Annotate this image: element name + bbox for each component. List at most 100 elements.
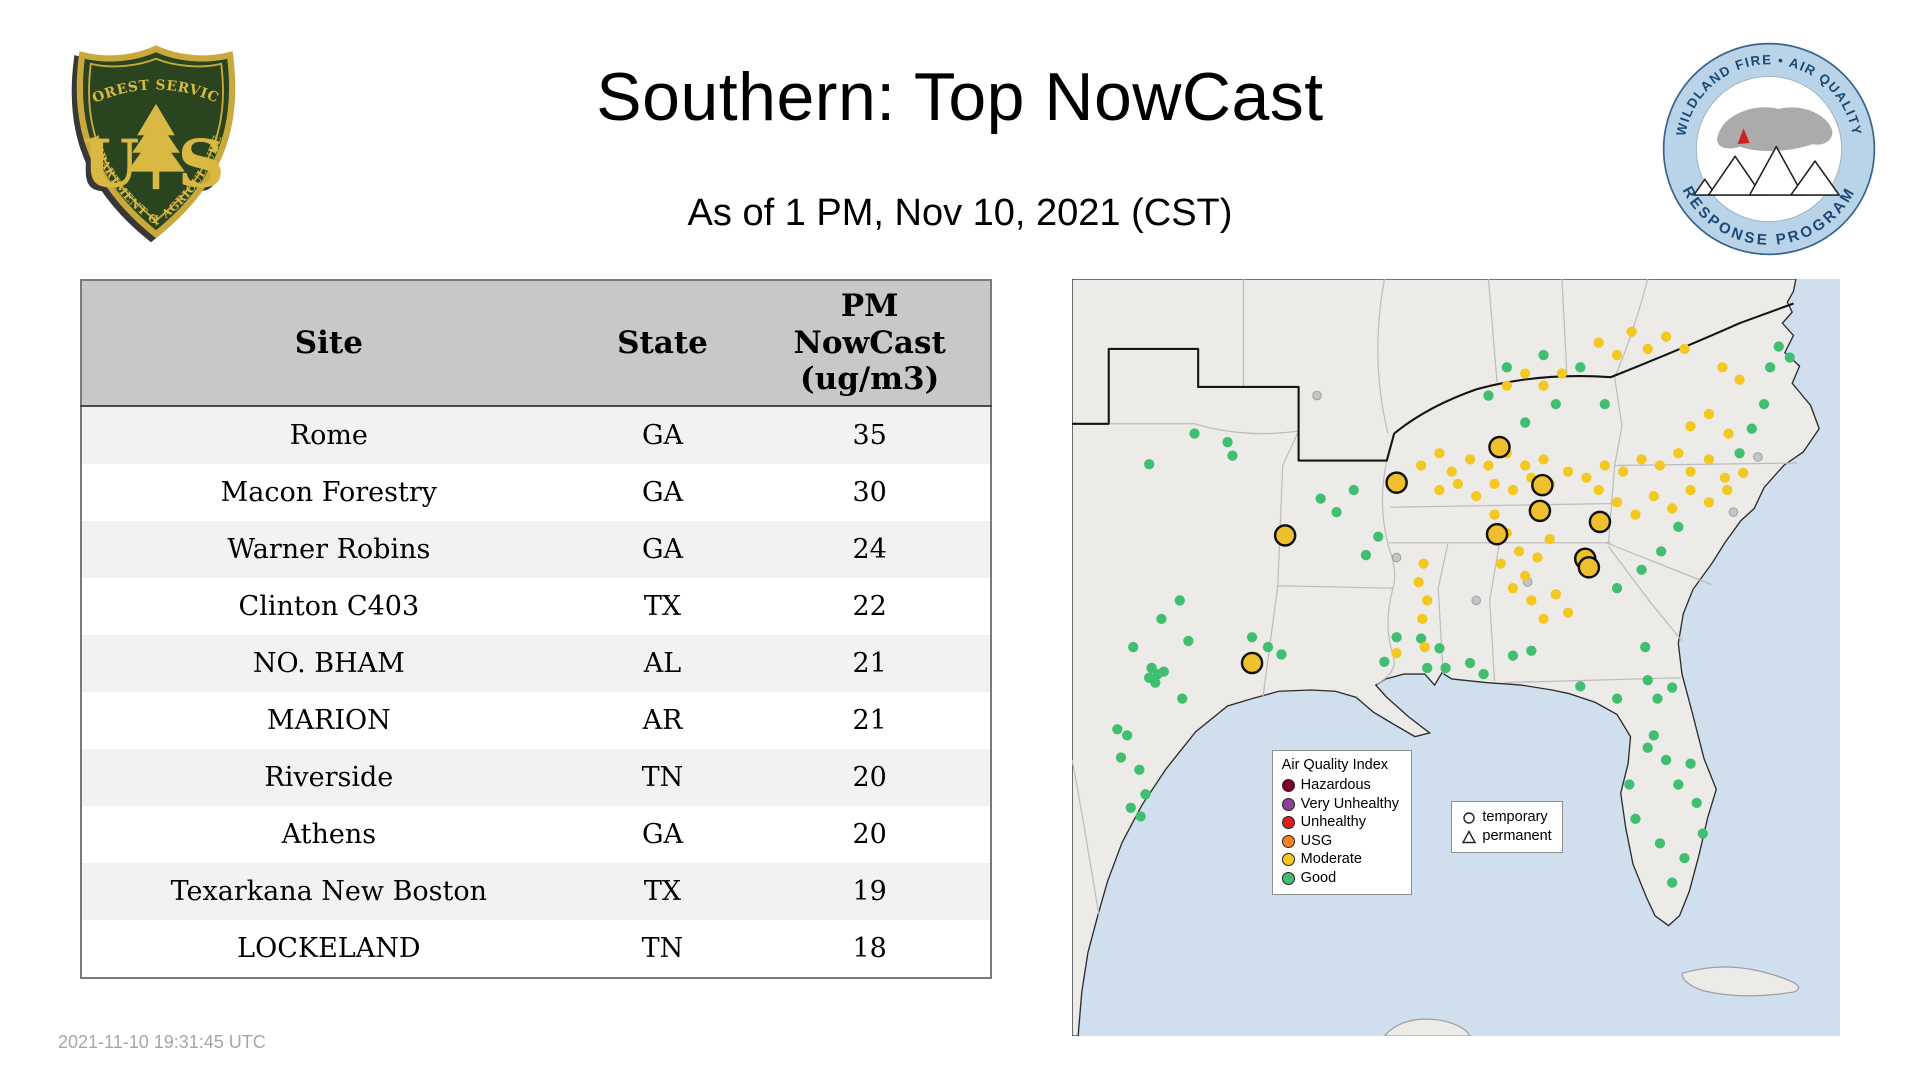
moderate-monitor-dot bbox=[1391, 648, 1402, 659]
good-monitor-dot bbox=[1391, 632, 1402, 643]
good-monitor-dot bbox=[1464, 657, 1476, 669]
cell-state: GA bbox=[641, 420, 684, 451]
good-monitor-dot bbox=[1734, 448, 1745, 459]
good-monitor-dot bbox=[1415, 633, 1427, 644]
good-monitor-dot bbox=[1784, 352, 1795, 363]
cell-value: 24 bbox=[852, 534, 887, 565]
good-monitor-dot bbox=[1630, 813, 1641, 824]
moderate-monitor-dot bbox=[1581, 472, 1592, 483]
inactive-monitor-dot bbox=[1312, 390, 1322, 401]
forest-service-letter-u: U bbox=[82, 127, 139, 203]
moderate-monitor-dot bbox=[1562, 466, 1574, 477]
moderate-monitor-dot bbox=[1495, 558, 1506, 569]
cell-state: TX bbox=[643, 591, 682, 622]
cell-state: GA bbox=[641, 534, 684, 565]
moderate-monitor-dot bbox=[1507, 583, 1519, 594]
moderate-monitor-dot bbox=[1520, 460, 1531, 471]
cell-site: Rome bbox=[289, 420, 368, 451]
col-header-site: Site bbox=[81, 280, 576, 407]
inactive-monitor-dot bbox=[1753, 452, 1763, 462]
table-row: Warner Robins GA 24 bbox=[81, 521, 991, 578]
good-monitor-dot bbox=[1150, 677, 1161, 688]
region-outline bbox=[1072, 302, 1794, 462]
monitor-map: Air Quality Index Hazardous Very Unhealth… bbox=[1072, 279, 1840, 1036]
good-monitor-dot bbox=[1183, 635, 1194, 647]
moderate-monitor-dot bbox=[1434, 448, 1445, 459]
moderate-monitor-dot bbox=[1636, 454, 1647, 465]
moderate-monitor-dot bbox=[1717, 362, 1728, 373]
page-title: Southern: Top NowCast bbox=[596, 59, 1324, 135]
aqi-color-dot bbox=[1281, 816, 1295, 830]
good-monitor-dot bbox=[1654, 838, 1666, 849]
col-header-state: State bbox=[575, 280, 750, 407]
moderate-monitor-dot bbox=[1556, 368, 1568, 379]
moderate-monitor-dot bbox=[1648, 491, 1659, 502]
aqi-legend-item: USG bbox=[1281, 834, 1399, 849]
temporary-monitor-marker bbox=[1485, 522, 1509, 546]
good-monitor-dot bbox=[1526, 645, 1537, 656]
good-monitor-dot bbox=[1575, 681, 1586, 692]
aqi-legend-items: Hazardous Very Unhealthy Unhealthy USG Moder… bbox=[1281, 778, 1399, 885]
good-monitor-dot bbox=[1691, 797, 1702, 809]
moderate-monitor-dot bbox=[1538, 613, 1549, 625]
moderate-monitor-dot bbox=[1471, 491, 1482, 502]
top-nowcast-table-container: Site State PM NowCast (ug/m3) Rome GA 35 Ma… bbox=[80, 279, 992, 979]
temporary-monitor-marker bbox=[1528, 499, 1552, 523]
moderate-monitor-dot bbox=[1538, 454, 1549, 465]
cell-state: AL bbox=[643, 648, 682, 679]
cell-site: Texarkana New Boston bbox=[170, 876, 488, 907]
cuba bbox=[1681, 966, 1800, 997]
good-monitor-dot bbox=[1121, 730, 1133, 741]
legend-row-temporary: temporary bbox=[1462, 808, 1551, 827]
good-monitor-dot bbox=[1765, 362, 1776, 373]
moderate-monitor-dot bbox=[1703, 497, 1715, 508]
good-monitor-dot bbox=[1140, 789, 1151, 800]
temporary-monitor-marker bbox=[1488, 435, 1511, 459]
table-row: Athens GA 20 bbox=[81, 806, 991, 863]
cell-value: 35 bbox=[852, 420, 887, 451]
good-monitor-dot bbox=[1348, 484, 1359, 496]
moderate-monitor-dot bbox=[1685, 484, 1696, 496]
good-monitor-dot bbox=[1156, 613, 1167, 625]
good-monitor-dot bbox=[1246, 632, 1258, 643]
good-monitor-dot bbox=[1379, 656, 1390, 667]
moderate-monitor-dot bbox=[1532, 552, 1543, 563]
moderate-monitor-dot bbox=[1418, 558, 1429, 569]
good-monitor-dot bbox=[1262, 641, 1274, 653]
col-header-pm-nowcast: PM NowCast (ug/m3) bbox=[749, 280, 991, 407]
moderate-monitor-dot bbox=[1446, 466, 1457, 477]
table-row: Texarkana New Boston TX 19 bbox=[81, 863, 991, 920]
good-monitor-dot bbox=[1611, 693, 1623, 704]
good-monitor-dot bbox=[1174, 595, 1185, 606]
good-monitor-dot bbox=[1276, 649, 1287, 660]
good-monitor-dot bbox=[1507, 650, 1519, 661]
page-subtitle: As of 1 PM, Nov 10, 2021 (CST) bbox=[687, 192, 1233, 234]
good-monitor-dot bbox=[1331, 506, 1342, 518]
cell-state: TN bbox=[641, 933, 684, 964]
temporary-monitor-marker bbox=[1531, 473, 1554, 497]
good-monitor-dot bbox=[1115, 752, 1127, 763]
good-monitor-dot bbox=[1746, 423, 1757, 434]
mainland bbox=[1072, 279, 1820, 1036]
mountains-icon bbox=[1693, 145, 1841, 196]
aqi-color-dot bbox=[1281, 797, 1295, 811]
good-monitor-dot bbox=[1538, 349, 1549, 361]
moderate-monitor-dot bbox=[1550, 589, 1561, 600]
aqi-legend-item: Very Unhealthy bbox=[1281, 797, 1399, 812]
table-row: MARION AR 21 bbox=[81, 692, 991, 749]
good-monitor-dot bbox=[1222, 437, 1233, 448]
moderate-monitor-dot bbox=[1703, 454, 1715, 465]
moderate-monitor-dot bbox=[1593, 337, 1604, 348]
table-row: Riverside TN 20 bbox=[81, 749, 991, 806]
top-nowcast-table: Site State PM NowCast (ug/m3) Rome GA 35 Ma… bbox=[80, 279, 992, 979]
table-row: Rome GA 35 bbox=[81, 406, 991, 464]
moderate-monitor-dot bbox=[1501, 380, 1512, 391]
good-monitor-dot bbox=[1440, 662, 1451, 674]
good-monitor-dot bbox=[1642, 675, 1653, 686]
good-monitor-dot bbox=[1144, 459, 1155, 470]
marker-shape-legend: temporary permanent bbox=[1451, 801, 1563, 854]
moderate-monitor-dot bbox=[1673, 448, 1684, 459]
good-monitor-dot bbox=[1667, 682, 1678, 693]
moderate-monitor-dot bbox=[1507, 484, 1519, 496]
aqi-label: Moderate bbox=[1300, 851, 1362, 868]
